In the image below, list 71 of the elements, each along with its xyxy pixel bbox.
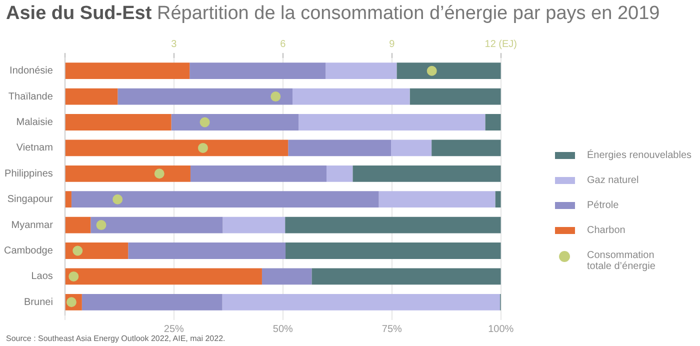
y-tick-label: Singapour	[7, 194, 54, 206]
point	[72, 246, 83, 256]
x-tick-label: 75%	[382, 324, 402, 335]
bar	[171, 114, 299, 130]
bar	[65, 242, 128, 259]
y-tick-label: Malaisie	[16, 117, 54, 128]
point	[270, 92, 281, 102]
point	[426, 66, 437, 76]
y-tick-label: Laos	[31, 271, 53, 282]
chart-subtitle: Répartition de la consommation d’énergie par pays en 2019	[156, 3, 660, 24]
y-tick-label: Thaïlande	[8, 91, 54, 102]
point	[154, 168, 164, 179]
bar	[326, 62, 397, 80]
y-tick-label: Philippines	[4, 168, 53, 180]
bar	[65, 140, 288, 156]
bar	[410, 88, 501, 105]
bar	[326, 165, 353, 182]
bar	[65, 268, 262, 285]
bar	[432, 140, 501, 156]
source-note: Source : Southeast Asia Energy Outlook 2022, AIE, mai 2022.	[6, 334, 226, 343]
point	[68, 271, 79, 282]
y-tick-label: Cambodge	[4, 246, 54, 256]
legend-label: Énergies renouvelables	[587, 150, 693, 161]
y-tick-label: Vietnam	[16, 142, 53, 154]
bar	[222, 294, 500, 310]
bar	[118, 88, 292, 105]
y-tick-label: Indonésie	[10, 66, 54, 77]
legend-label: Gaz naturel	[587, 175, 640, 186]
bar	[90, 216, 223, 234]
bar	[82, 294, 222, 310]
bar	[65, 191, 72, 208]
bar	[65, 62, 190, 80]
x-tick-label: 25%	[164, 324, 184, 335]
bar	[485, 114, 501, 130]
bar	[391, 140, 432, 156]
legend-label: Pétrole	[587, 200, 620, 211]
x2-tick-label: 6	[280, 38, 286, 50]
point	[198, 142, 208, 153]
x2-tick-label: 12 (EJ)	[484, 38, 517, 50]
bar	[312, 268, 501, 285]
x2-tick-label: 9	[389, 38, 396, 50]
point	[200, 117, 210, 128]
y-tick-label: Myanmar	[11, 220, 54, 231]
point	[112, 194, 123, 204]
bar	[65, 216, 91, 234]
bar	[495, 191, 501, 208]
legend-label: Consommation totale d’énergie	[587, 250, 656, 272]
point	[96, 220, 106, 230]
chart-title: Asie du Sud-Est	[6, 3, 152, 24]
bar	[71, 191, 379, 208]
x-tick-label: 100%	[488, 324, 514, 335]
bar	[65, 114, 172, 130]
bar	[262, 268, 312, 285]
bar	[65, 165, 190, 182]
x2-tick-label: 3	[171, 38, 178, 50]
bar	[396, 62, 501, 80]
bar	[65, 88, 118, 105]
bar	[352, 165, 501, 182]
y-tick-label: Brunei	[24, 296, 53, 308]
bar	[190, 62, 326, 80]
bar	[285, 216, 501, 234]
bar	[128, 242, 286, 259]
bar	[288, 140, 392, 156]
bar	[286, 242, 501, 259]
bar	[298, 114, 486, 130]
x-tick-label: 50%	[272, 324, 294, 335]
bar	[292, 88, 410, 105]
bar	[222, 216, 286, 234]
bar	[378, 191, 496, 208]
bar	[190, 165, 326, 182]
legend-label: Charbon	[587, 225, 626, 236]
